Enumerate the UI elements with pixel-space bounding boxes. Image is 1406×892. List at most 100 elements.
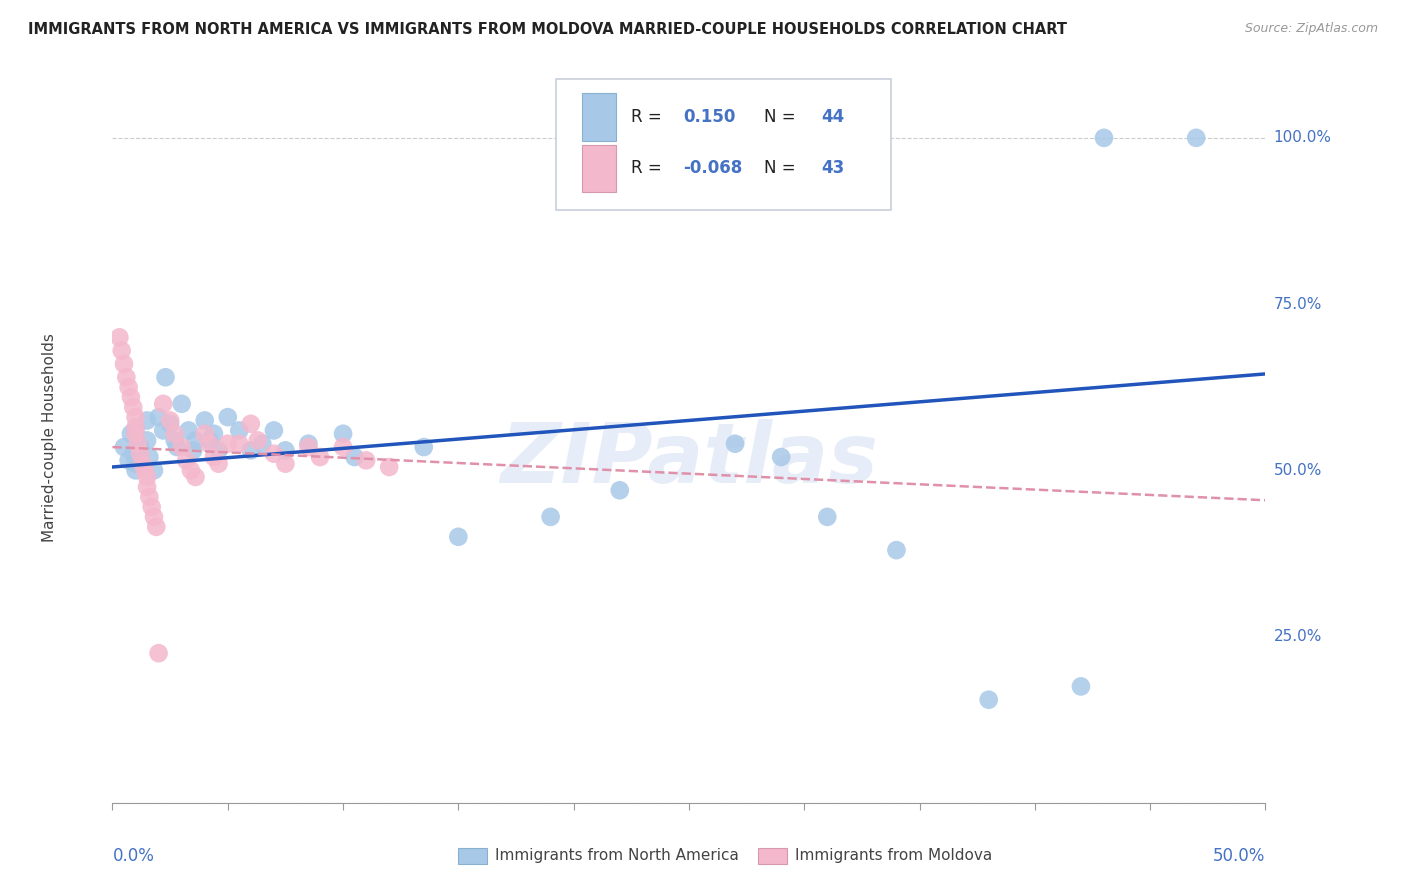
FancyBboxPatch shape: [582, 94, 616, 141]
Text: 50.0%: 50.0%: [1274, 463, 1322, 478]
Point: [815, 509, 838, 524]
Point: [274, 457, 297, 471]
FancyBboxPatch shape: [557, 78, 891, 211]
Point: [447, 530, 470, 544]
Point: [181, 443, 204, 458]
Point: [141, 500, 163, 514]
Point: [1185, 131, 1208, 145]
Point: [122, 447, 145, 461]
Text: Immigrants from Moldova: Immigrants from Moldova: [794, 848, 993, 863]
Point: [207, 443, 229, 458]
Text: -0.068: -0.068: [683, 159, 742, 177]
FancyBboxPatch shape: [582, 145, 616, 192]
Point: [202, 426, 225, 441]
Point: [202, 450, 225, 464]
Point: [152, 397, 174, 411]
Point: [228, 436, 250, 450]
Point: [120, 390, 142, 404]
Point: [131, 457, 153, 471]
Text: Source: ZipAtlas.com: Source: ZipAtlas.com: [1244, 22, 1378, 36]
Point: [239, 417, 262, 431]
Point: [198, 436, 221, 450]
Point: [184, 470, 207, 484]
Point: [136, 480, 159, 494]
Point: [217, 436, 239, 450]
Point: [228, 424, 250, 438]
Point: [194, 426, 217, 441]
Point: [117, 453, 139, 467]
Point: [145, 520, 167, 534]
Point: [170, 440, 193, 454]
Point: [159, 413, 181, 427]
Point: [170, 397, 193, 411]
Point: [127, 436, 149, 450]
Point: [274, 443, 297, 458]
Point: [1070, 680, 1092, 694]
Text: Married-couple Households: Married-couple Households: [42, 333, 56, 541]
Point: [297, 440, 319, 454]
Point: [886, 543, 908, 558]
Point: [163, 434, 186, 448]
Point: [112, 440, 135, 454]
Point: [143, 463, 166, 477]
Text: 0.0%: 0.0%: [112, 847, 155, 864]
Text: Immigrants from North America: Immigrants from North America: [495, 848, 740, 863]
Point: [724, 436, 747, 450]
FancyBboxPatch shape: [458, 848, 486, 864]
Text: N =: N =: [763, 159, 801, 177]
Point: [129, 447, 152, 461]
Point: [112, 357, 135, 371]
Point: [540, 509, 562, 524]
Point: [148, 646, 170, 660]
Text: IMMIGRANTS FROM NORTH AMERICA VS IMMIGRANTS FROM MOLDOVA MARRIED-COUPLE HOUSEHOL: IMMIGRANTS FROM NORTH AMERICA VS IMMIGRA…: [28, 22, 1067, 37]
FancyBboxPatch shape: [758, 848, 787, 864]
Point: [122, 400, 145, 414]
Text: R =: R =: [631, 108, 668, 126]
Point: [412, 440, 434, 454]
Point: [111, 343, 134, 358]
Point: [609, 483, 631, 498]
Point: [174, 453, 197, 467]
Point: [124, 424, 146, 438]
Point: [354, 453, 377, 467]
Point: [1092, 131, 1115, 145]
Point: [177, 424, 200, 438]
Point: [163, 426, 186, 441]
Point: [239, 443, 262, 458]
Point: [246, 434, 269, 448]
Point: [143, 509, 166, 524]
Point: [770, 450, 793, 464]
Point: [166, 440, 188, 454]
Point: [115, 370, 138, 384]
Point: [378, 460, 401, 475]
Point: [136, 434, 159, 448]
Text: 25.0%: 25.0%: [1274, 629, 1322, 644]
Point: [309, 450, 332, 464]
Text: R =: R =: [631, 159, 668, 177]
Point: [124, 426, 146, 441]
Point: [124, 457, 146, 471]
Point: [138, 450, 160, 464]
Point: [332, 426, 354, 441]
Text: 0.150: 0.150: [683, 108, 735, 126]
Point: [124, 410, 146, 425]
Text: 43: 43: [821, 159, 845, 177]
Text: ZIPatlas: ZIPatlas: [501, 418, 877, 500]
Text: 75.0%: 75.0%: [1274, 297, 1322, 311]
Point: [124, 420, 146, 434]
Point: [152, 424, 174, 438]
Point: [297, 436, 319, 450]
Point: [184, 434, 207, 448]
Point: [263, 447, 285, 461]
Point: [124, 463, 146, 477]
Point: [108, 330, 131, 344]
Point: [136, 470, 159, 484]
Point: [148, 410, 170, 425]
Point: [194, 413, 217, 427]
Text: 100.0%: 100.0%: [1274, 130, 1331, 145]
Point: [120, 426, 142, 441]
Point: [159, 417, 181, 431]
Text: 44: 44: [821, 108, 845, 126]
Point: [217, 410, 239, 425]
Text: 50.0%: 50.0%: [1213, 847, 1265, 864]
